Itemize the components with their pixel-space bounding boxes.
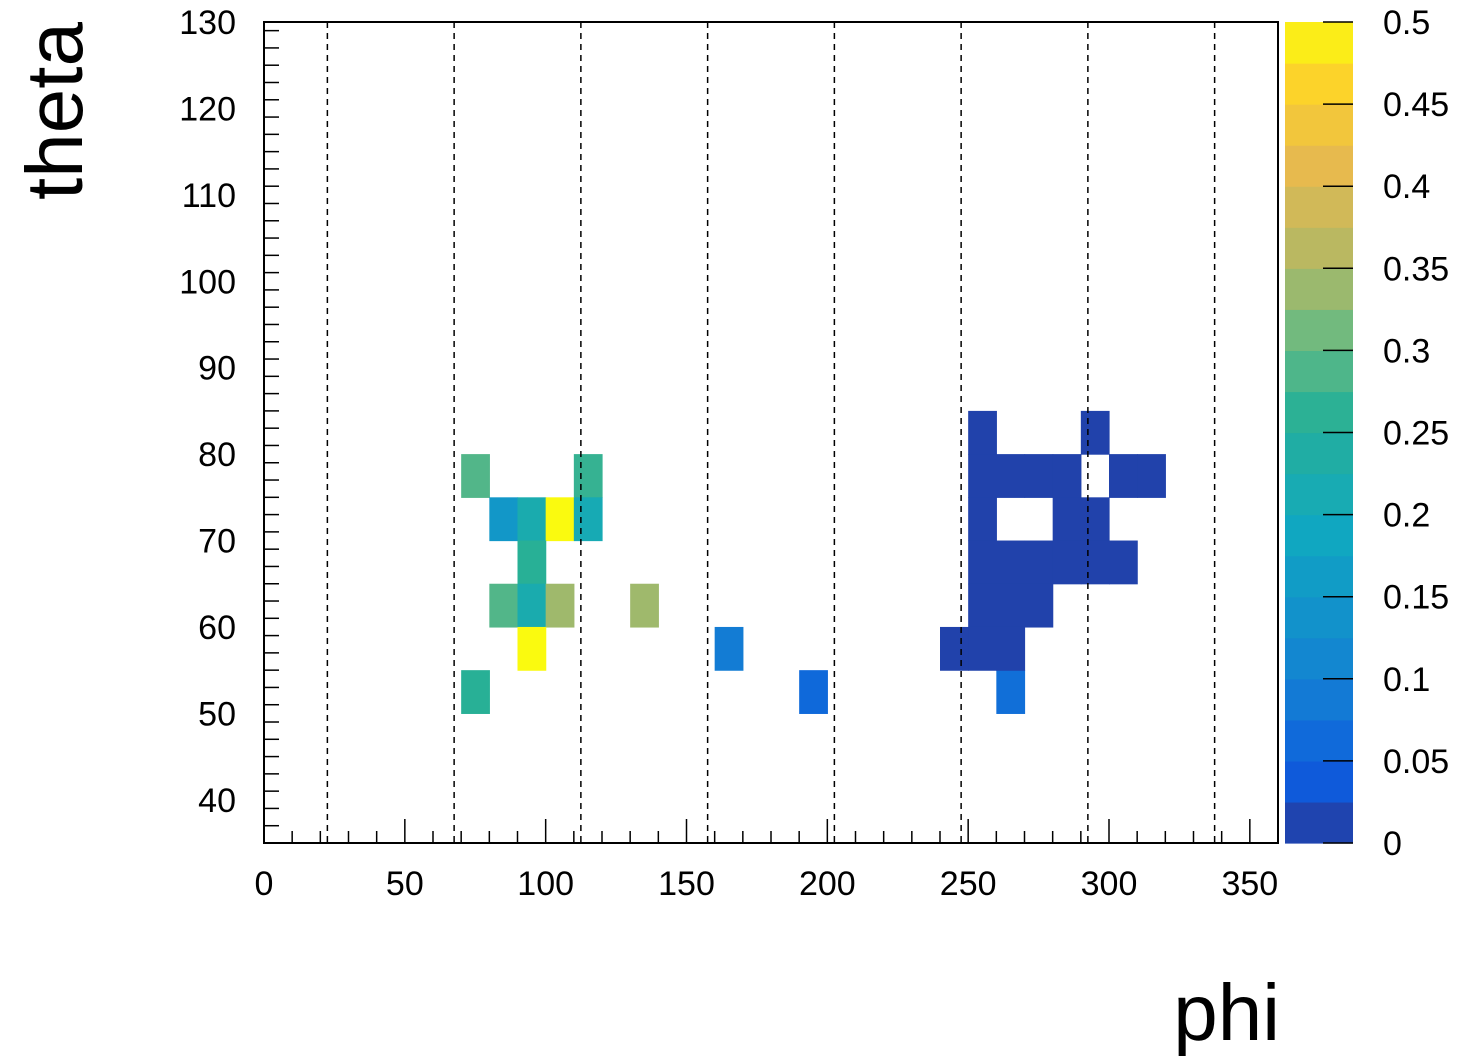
y-tick-label: 60 [198,609,236,647]
colorbar-tick-label: 0.4 [1383,168,1430,206]
x-tick-label: 250 [940,865,997,903]
colorbar-segment [1285,801,1353,844]
heatmap-cell [968,540,997,585]
heatmap-cell [630,583,659,628]
x-tick-label: 150 [658,865,715,903]
y-tick-label: 130 [179,4,236,42]
heatmap-cell [461,670,490,714]
heatmap-cell [573,497,603,542]
colorbar-tick-label: 0.3 [1383,332,1430,370]
colorbar-tick-label: 0.15 [1383,579,1449,617]
x-tick-label: 100 [517,865,574,903]
x-tick-label: 300 [1081,865,1138,903]
heatmap-cell [573,454,603,498]
y-tick-label: 50 [198,695,236,733]
colorbar-segment [1285,63,1353,105]
y-tick-label: 90 [198,350,236,388]
y-tick-label: 80 [198,436,236,474]
colorbar-segment [1285,760,1353,803]
colorbar-segment [1285,678,1353,721]
heatmap-cell [714,626,744,671]
colorbar-segment [1285,22,1353,64]
heatmap-cell [517,583,547,628]
heatmap-cells [461,410,1166,714]
y-tick-label: 70 [198,523,236,561]
heatmap-cell [1052,540,1082,585]
heatmap-cell [996,626,1026,671]
heatmap-cell [489,583,519,628]
x-tick-label: 350 [1221,865,1278,903]
heatmap-cell [968,454,997,498]
heatmap-cell [517,497,547,542]
heatmap-cell [1137,454,1166,498]
colorbar-tick-label: 0.25 [1383,415,1449,453]
heatmap-cell [1052,497,1082,542]
heatmap-cell [996,583,1026,628]
heatmap-cell [1080,497,1110,542]
colorbar-tick-label: 0.05 [1383,743,1449,781]
colorbar-segment [1285,719,1353,762]
colorbar-segment [1285,309,1353,351]
heatmap-cell [545,497,575,542]
colorbar-segment [1285,268,1353,310]
y-tick-label: 120 [179,90,236,128]
y-axis-title: theta [10,22,99,200]
heatmap-cell [1109,540,1138,585]
colorbar-segment [1285,555,1353,598]
heatmap-cell [517,540,547,585]
x-axis-title: phi [1173,968,1280,1056]
heatmap-cell [517,626,547,671]
heatmap-cell [1080,540,1110,585]
y-tick-labels: 40 50 60 70 80 90 100 110 120 130 [179,4,236,820]
heatmap-cell [545,583,575,628]
x-tick-label: 0 [255,865,274,903]
heatmap-cell [968,583,997,628]
colorbar-tick-label: 0 [1383,825,1402,863]
colorbar-segment [1285,596,1353,639]
heatmap-cell [1080,410,1110,455]
y-tick-label: 40 [198,782,236,820]
colorbar-segment [1285,637,1353,680]
y-tick-label: 100 [179,263,236,301]
x-tick-label: 200 [799,865,856,903]
heatmap-cell [996,540,1026,585]
heatmap-cell [1052,454,1082,498]
y-tick-label: 110 [182,177,236,215]
colorbar-segment [1285,391,1353,434]
colorbar-segment [1285,350,1353,393]
heatmap-cell [1024,583,1054,628]
color-bar: 0 0.05 0.1 0.15 0.2 0.25 0.3 0.35 0.4 0.45 0.5 [1285,4,1449,863]
heatmap-cell [489,497,519,542]
colorbar-tick-label: 0.2 [1383,497,1430,535]
heatmap-cell [1024,454,1054,498]
colorbar-tick-label: 0.45 [1383,86,1449,124]
colorbar-segment [1285,186,1353,228]
x-tick-label: 50 [386,865,424,903]
heatmap-cell [996,454,1026,498]
plot-frame [263,21,1279,844]
colorbar-segment [1285,473,1353,516]
x-tick-labels: 0 50 100 150 200 250 300 350 [255,865,1279,903]
heatmap-cell [968,497,997,542]
colorbar-tick-label: 0.1 [1383,661,1430,699]
heatmap-cell [968,410,997,455]
colorbar-segment [1285,432,1353,475]
colorbar-tick-label: 0.35 [1383,250,1449,288]
colorbar-segment [1285,227,1353,269]
colorbar-tick-label: 0.5 [1383,4,1430,42]
colorbar-segment [1285,514,1353,557]
heatmap-cell [1024,540,1054,585]
colorbar-segment [1285,145,1353,187]
heatmap-cell [1109,454,1138,498]
dashed-reference-lines [326,22,1216,843]
heatmap-cell [799,670,828,714]
heatmap-cell [968,626,997,671]
heatmap-cell [461,454,490,498]
heatmap-cell [940,626,969,671]
axis-ticks [263,29,1279,844]
heatmap-cell [996,670,1026,714]
colorbar-segment [1285,104,1353,146]
